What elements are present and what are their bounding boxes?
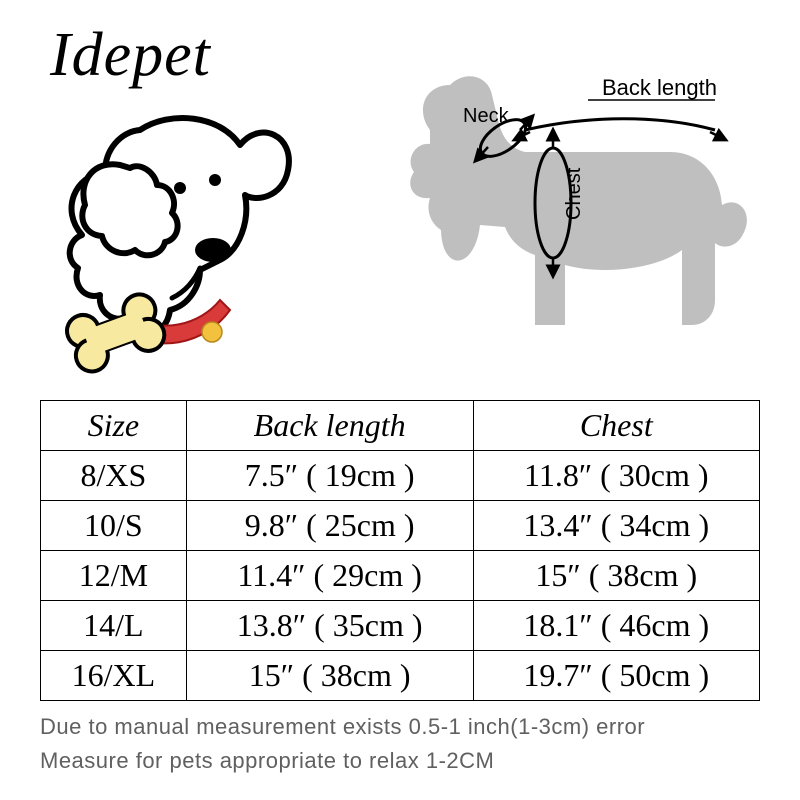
- dog-measurement-diagram-icon: Neck Chest Back length: [370, 40, 770, 370]
- dog-cartoon-icon: [50, 100, 310, 380]
- cell-size: 14/L: [41, 601, 187, 651]
- cell-size: 10/S: [41, 501, 187, 551]
- cell-size: 8/XS: [41, 451, 187, 501]
- cell-chest: 13.4″ ( 34cm ): [473, 501, 759, 551]
- cell-back: 7.5″ ( 19cm ): [186, 451, 473, 501]
- measurement-note-2: Measure for pets appropriate to relax 1-…: [40, 744, 494, 777]
- page: Idepet: [0, 0, 800, 800]
- table-row: 8/XS 7.5″ ( 19cm ) 11.8″ ( 30cm ): [41, 451, 760, 501]
- chest-label: Chest: [563, 167, 585, 220]
- size-chart-table: Size Back length Chest 8/XS 7.5″ ( 19cm …: [40, 400, 760, 701]
- cell-back: 9.8″ ( 25cm ): [186, 501, 473, 551]
- table-row: 12/M 11.4″ ( 29cm ) 15″ ( 38cm ): [41, 551, 760, 601]
- table-row: 16/XL 15″ ( 38cm ) 19.7″ ( 50cm ): [41, 651, 760, 701]
- col-header-size: Size: [41, 401, 187, 451]
- cell-chest: 15″ ( 38cm ): [473, 551, 759, 601]
- table-header-row: Size Back length Chest: [41, 401, 760, 451]
- brand-title: Idepet: [50, 20, 211, 91]
- cell-chest: 11.8″ ( 30cm ): [473, 451, 759, 501]
- table-row: 14/L 13.8″ ( 35cm ) 18.1″ ( 46cm ): [41, 601, 760, 651]
- cell-chest: 18.1″ ( 46cm ): [473, 601, 759, 651]
- col-header-backlength: Back length: [186, 401, 473, 451]
- backlength-label: Back length: [602, 75, 717, 100]
- cell-back: 11.4″ ( 29cm ): [186, 551, 473, 601]
- cell-back: 15″ ( 38cm ): [186, 651, 473, 701]
- cell-size: 16/XL: [41, 651, 187, 701]
- measurement-note-1: Due to manual measurement exists 0.5-1 i…: [40, 710, 645, 743]
- neck-label: Neck: [463, 105, 510, 127]
- cell-chest: 19.7″ ( 50cm ): [473, 651, 759, 701]
- cell-back: 13.8″ ( 35cm ): [186, 601, 473, 651]
- table-row: 10/S 9.8″ ( 25cm ) 13.4″ ( 34cm ): [41, 501, 760, 551]
- col-header-chest: Chest: [473, 401, 759, 451]
- cell-size: 12/M: [41, 551, 187, 601]
